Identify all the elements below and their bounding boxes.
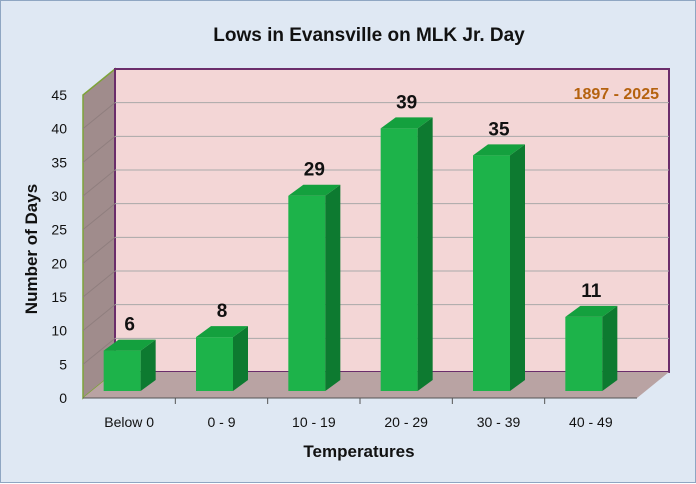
chart-title: Lows in Evansville on MLK Jr. Day [213, 25, 525, 46]
bar [380, 117, 433, 392]
bar-front [380, 128, 418, 391]
bar-front [473, 155, 510, 391]
data-label: 39 [396, 92, 417, 113]
y-tick-label: 40 [51, 121, 67, 137]
x-tick-label: Below 0 [104, 414, 154, 430]
gridline-side [82, 236, 116, 264]
bar-top [196, 326, 248, 338]
bar [196, 326, 248, 391]
gridline-side [82, 270, 116, 298]
x-tick-label: 20 - 29 [384, 414, 428, 430]
y-tick-label: 20 [51, 255, 67, 271]
bar-front [196, 337, 233, 391]
bar-side [233, 326, 248, 391]
y-tick-label: 35 [51, 154, 67, 170]
bar-side [417, 117, 433, 392]
bar-front [103, 350, 141, 391]
y-tick-label: 10 [51, 323, 67, 339]
bar-top [103, 339, 156, 351]
bar-side [325, 184, 341, 391]
data-label: 6 [124, 315, 135, 336]
gridline-side [82, 135, 116, 163]
bar [473, 144, 525, 391]
bar [565, 305, 618, 391]
x-axis-title: Temperatures [303, 442, 414, 461]
x-tick-label: 30 - 39 [477, 414, 521, 430]
gridline-side [82, 102, 116, 130]
data-label: 29 [304, 160, 325, 181]
bar-top [380, 117, 433, 129]
bar-side [510, 144, 525, 391]
bar-side [602, 305, 618, 391]
y-tick-label: 15 [51, 289, 67, 305]
data-labels: 6 8 29 39 35 11 [124, 92, 601, 335]
bar [288, 184, 341, 391]
gridline-side [82, 203, 116, 231]
bar-front [565, 316, 603, 391]
bars [103, 117, 618, 392]
bar-top [288, 184, 341, 196]
x-axis-ticks: Below 0 0 - 9 10 - 19 20 - 29 30 - 39 40 - 49 [104, 398, 613, 430]
gridline-side [82, 304, 116, 332]
data-label: 8 [217, 301, 228, 322]
bar [103, 339, 156, 391]
bar-top [473, 144, 525, 156]
y-tick-label: 25 [51, 222, 67, 238]
y-tick-label: 5 [59, 356, 67, 372]
bar-side [140, 339, 156, 391]
x-tick-label: 40 - 49 [569, 414, 613, 430]
y-axis-ticks: 0 5 10 15 20 25 30 35 40 45 [51, 87, 67, 406]
bar-front [288, 195, 326, 391]
year-range-annotation: 1897 - 2025 [574, 86, 660, 103]
data-label: 35 [488, 119, 510, 140]
x-tick-label: 10 - 19 [292, 414, 336, 430]
y-tick-label: 0 [59, 390, 67, 406]
y-tick-label: 30 [51, 188, 67, 204]
y-tick-label: 45 [51, 87, 67, 103]
y-axis-title: Number of Days [22, 184, 41, 314]
x-tick-label: 0 - 9 [207, 414, 235, 430]
gridline-side [82, 337, 116, 365]
gridline-side [82, 169, 116, 197]
data-label: 11 [581, 281, 602, 302]
bar-top [565, 305, 618, 317]
